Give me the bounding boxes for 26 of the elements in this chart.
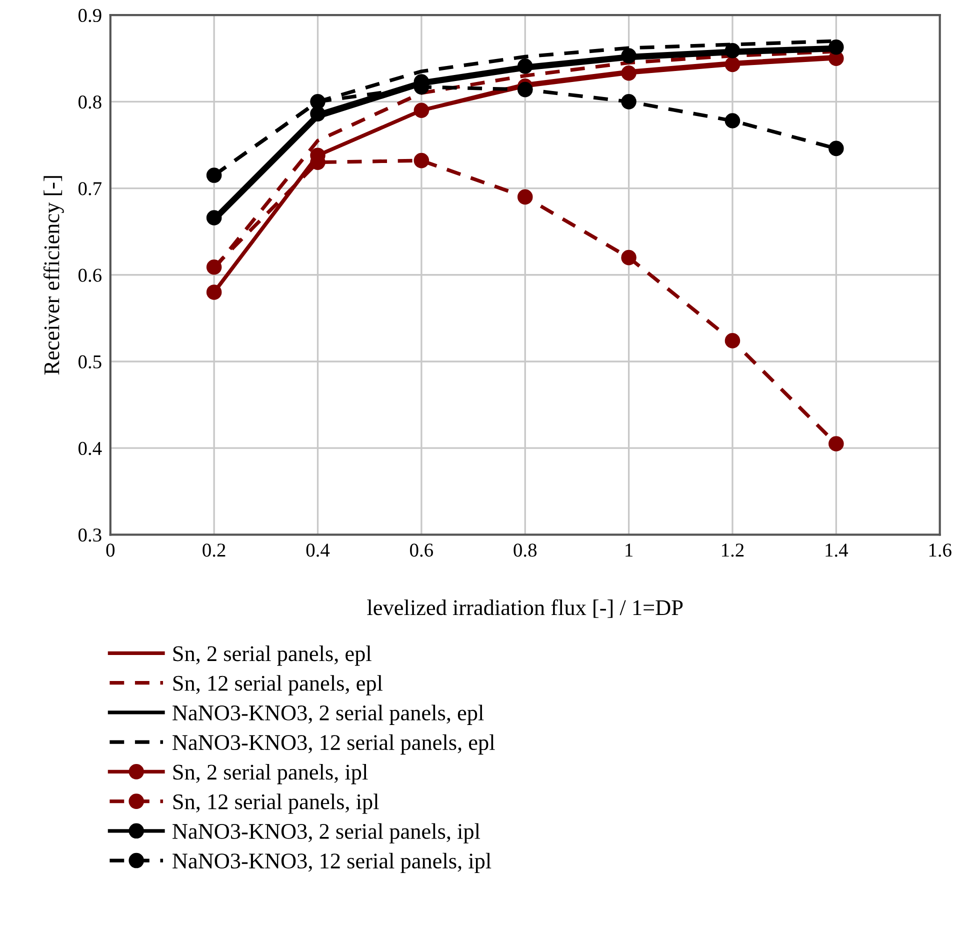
y-axis-title: Receiver efficiency [-] (43, 176, 64, 375)
legend-label: Sn, 12 serial panels, ipl (173, 794, 379, 814)
y-tick-label: 0.5 (78, 355, 102, 369)
x-tick-label: 1.2 (722, 544, 744, 557)
y-tick-label: 0.6 (78, 268, 102, 282)
y-tick-label: 0.3 (78, 528, 102, 542)
y-tick-label: 0.7 (78, 182, 102, 196)
x-tick-label: 0.8 (514, 544, 537, 557)
x-tick-label: 0 (106, 544, 115, 557)
legend-label: NaNO3-KNO3, 12 serial panels, epl (172, 734, 495, 755)
x-tick-label: 0.2 (202, 544, 226, 557)
y-tick-label: 0.4 (78, 442, 102, 456)
legend-label: NaNO3-KNO3, 2 serial panels, ipl (172, 823, 480, 844)
x-tick-label: 1 (626, 544, 632, 557)
x-tick-label: 1.4 (826, 544, 848, 557)
x-axis-title: levelized irradiation flux [-] / 1=DP (367, 599, 683, 618)
x-tick-label: 0.6 (410, 544, 434, 557)
legend-label: Sn, 2 serial panels, ipl (173, 764, 368, 784)
legend-label: Sn, 12 serial panels, epl (173, 675, 383, 696)
y-tick-label: 0.8 (78, 96, 102, 109)
y-tick-label: 0.9 (78, 8, 102, 22)
legend-label: NaNO3-KNO3, 12 serial panels, ipl (172, 852, 492, 874)
x-tick-label: 1.6 (929, 544, 952, 557)
x-tick-label: 0.4 (306, 544, 330, 557)
legend-label: NaNO3-KNO3, 2 serial panels, epl (172, 704, 484, 725)
legend-label: Sn, 2 serial panels, epl (173, 646, 372, 666)
